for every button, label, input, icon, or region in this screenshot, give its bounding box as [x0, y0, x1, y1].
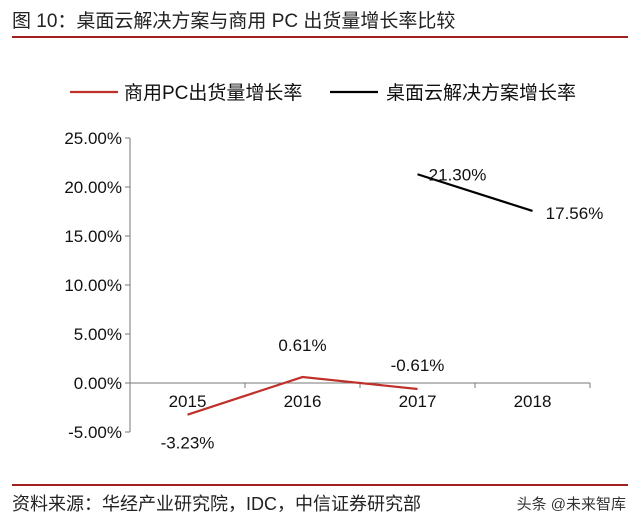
data-label: 0.61%	[278, 336, 326, 355]
legend-label-pc: 商用PC出货量增长率	[124, 82, 302, 104]
figure-title: 图 10：桌面云解决方案与商用 PC 出货量增长率比较	[12, 11, 456, 32]
x-tick-label: 2018	[514, 392, 552, 411]
data-label: 17.56%	[546, 204, 604, 223]
source-note: 资料来源：华经产业研究院，IDC，中信证券研究部	[12, 494, 421, 514]
data-label: -3.23%	[161, 434, 215, 453]
y-tick-label: 25.00%	[64, 129, 122, 148]
data-label: -0.61%	[391, 356, 445, 375]
data-label: 21.30%	[429, 165, 487, 184]
line-chart: -5.00% 0.00% 5.00% 10.00% 15.00% 20.00% 25.00%…	[64, 82, 604, 453]
footer-rule	[12, 484, 628, 486]
title-rule	[12, 36, 628, 38]
x-tick-label: 2015	[169, 392, 207, 411]
legend-label-cloud: 桌面云解决方案增长率	[386, 82, 576, 104]
y-tick-label: 10.00%	[64, 276, 122, 295]
y-tick-label: -5.00%	[68, 423, 122, 442]
y-tick-label: 5.00%	[74, 325, 122, 344]
x-tick-label: 2017	[399, 392, 437, 411]
x-tick-label: 2016	[284, 392, 322, 411]
series-line-2	[417, 173, 533, 212]
watermark: 头条 @未来智库	[516, 496, 626, 513]
y-tick-label: 15.00%	[64, 227, 122, 246]
y-tick-label: 0.00%	[74, 374, 122, 393]
y-tick-label: 20.00%	[64, 178, 122, 197]
